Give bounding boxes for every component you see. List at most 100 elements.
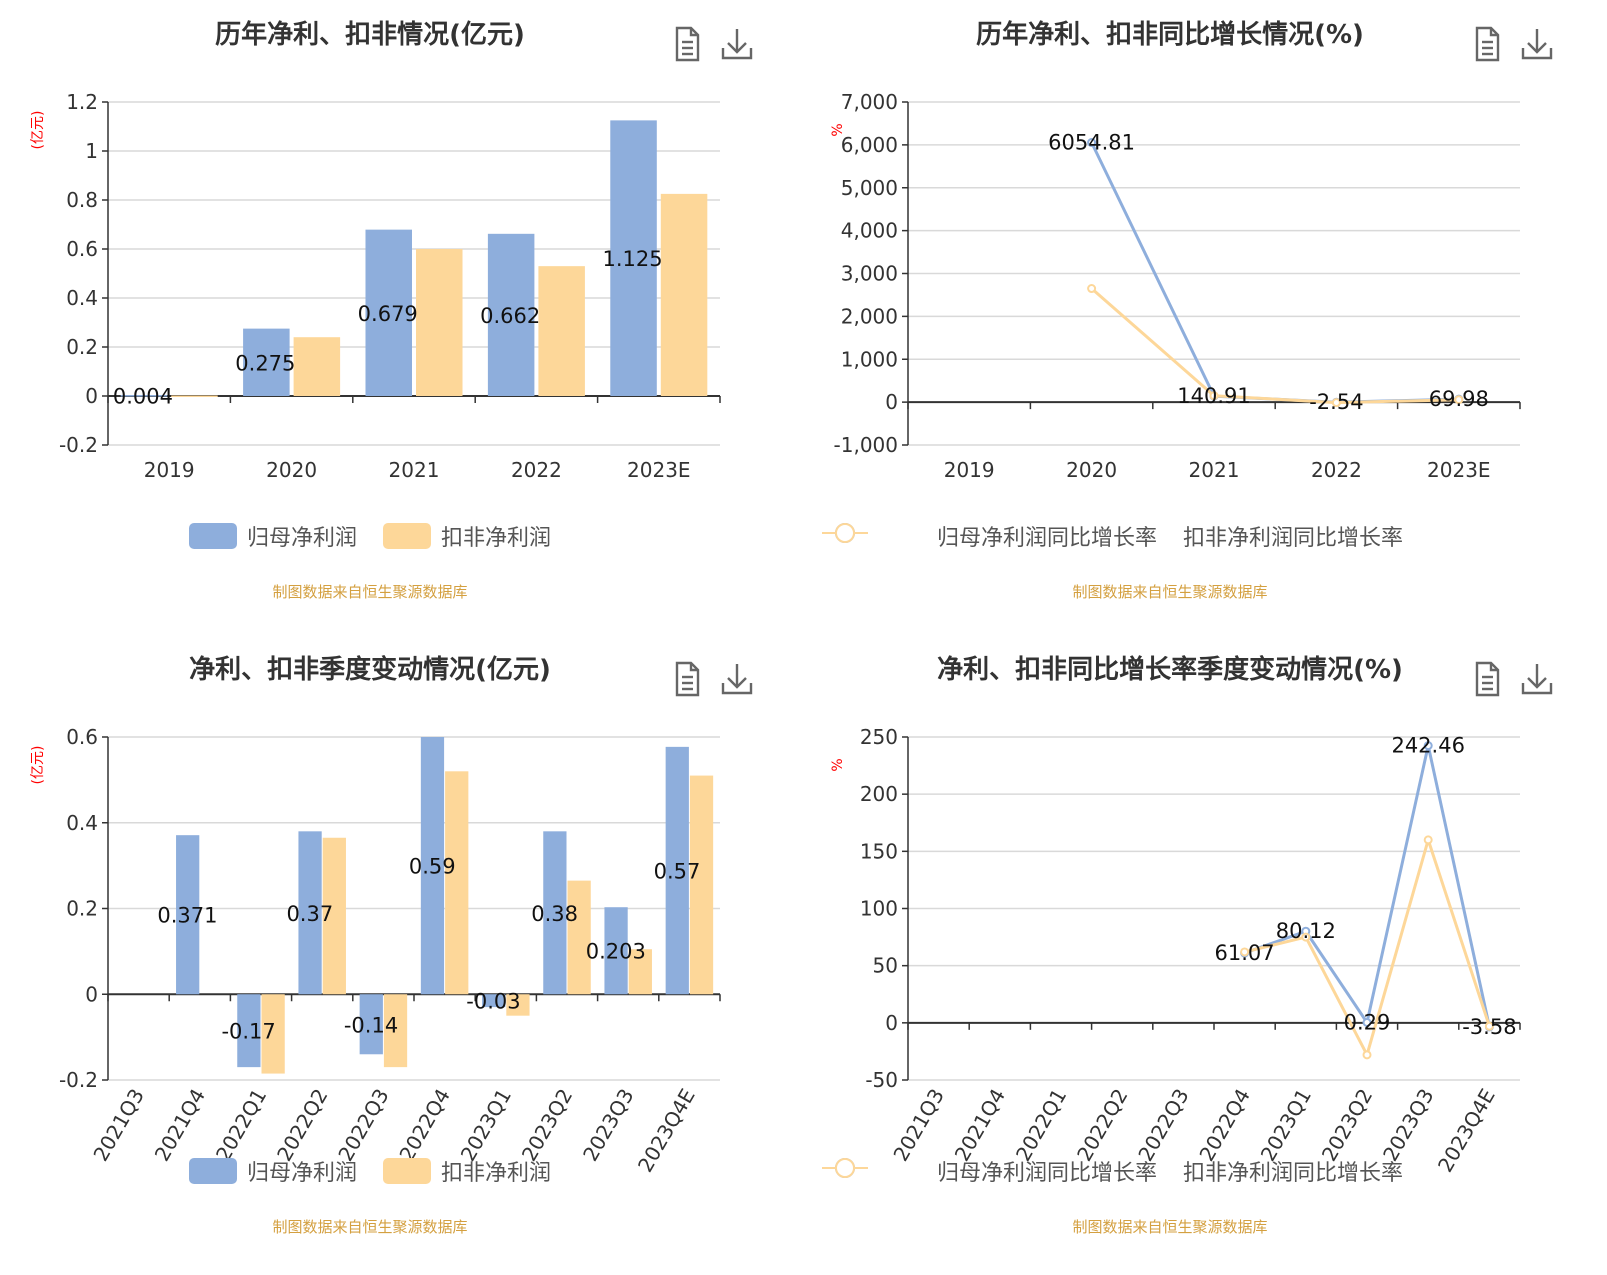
legend-item-deducted-profit-growth[interactable]: 扣非净利润同比增长率 — [822, 520, 1403, 552]
line-point — [1484, 1021, 1494, 1031]
bar-net-profit — [237, 994, 261, 1068]
chart-title: 净利、扣非同比增长率季度变动情况(%) — [937, 655, 1403, 685]
data-label: 0.275 — [235, 351, 295, 375]
legend-item-net-profit[interactable]: 归母净利润 — [188, 1155, 357, 1187]
line-point — [1331, 398, 1341, 408]
x-tick-label: 2022Q3 — [333, 1085, 393, 1166]
x-tick-label: 2022Q4 — [394, 1085, 454, 1166]
bar-deducted-profit — [383, 994, 408, 1068]
bar-deducted-profit — [628, 949, 652, 995]
data-label: 6054.81 — [1048, 131, 1135, 155]
bar-deducted-profit — [445, 771, 469, 995]
data-label: 0.37 — [286, 902, 333, 926]
y-tick-label: 50 — [873, 954, 898, 978]
y-tick-label: 0.2 — [66, 897, 98, 921]
x-tick-label: 2021Q4 — [150, 1085, 210, 1166]
legend-line-marker — [822, 1158, 868, 1178]
source-note: 制图数据来自恒生聚源数据库 — [272, 583, 468, 601]
legend-item-net-profit[interactable]: 归母净利润 — [188, 520, 357, 552]
data-label: 0.57 — [654, 860, 701, 884]
y-tick-label: 0.4 — [66, 286, 98, 310]
chart-panel-annual-growth: -1,000 0 1,000 2,000 3,000 4,000 5,000 6,000 7,0… — [820, 0, 1600, 620]
data-view-icon[interactable] — [1470, 659, 1504, 699]
data-label: 0.203 — [586, 940, 646, 964]
bar-net-profit — [543, 831, 567, 995]
bar-deducted-profit — [416, 249, 463, 396]
x-tick-label: 2021Q4 — [950, 1085, 1010, 1166]
y-tick-label: 150 — [860, 839, 898, 863]
line-point — [1454, 395, 1464, 405]
y-tick-label: -1,000 — [834, 433, 898, 457]
bar-deducted-profit — [689, 775, 714, 995]
x-tick-label: 2022Q2 — [272, 1085, 332, 1166]
data-label: 0.679 — [358, 302, 418, 326]
legend-item-deducted-profit-growth[interactable]: 扣非净利润同比增长率 — [822, 1155, 1404, 1187]
x-tick-label: 2023Q1 — [1256, 1085, 1316, 1166]
line-point — [1209, 391, 1219, 401]
x-tick-label: 2022Q4 — [1194, 1085, 1254, 1166]
x-tick-label: 2021 — [389, 458, 440, 482]
data-view-icon[interactable] — [1470, 24, 1504, 64]
data-label: 1.125 — [602, 247, 662, 271]
bar-deducted-profit — [567, 880, 591, 995]
chart-legend: 归母净利润同比增长率 扣非净利润同比增长率 — [820, 520, 1520, 552]
legend-item-net-profit-growth[interactable]: 归母净利润同比增长率 — [822, 1155, 1157, 1187]
unit-label: (亿元) — [30, 746, 46, 785]
data-label: 140.91 — [1177, 384, 1250, 408]
y-tick-label: -50 — [865, 1068, 898, 1092]
chart-title: 历年净利、扣非同比增长情况(%) — [976, 20, 1364, 50]
x-tick-label: 2022Q1 — [211, 1085, 271, 1166]
chart-legend: 归母净利润 扣非净利润 — [20, 1155, 720, 1187]
y-tick-label: 5,000 — [841, 176, 898, 200]
y-tick-label: 0.8 — [66, 188, 98, 212]
bar-net-profit — [482, 994, 506, 1008]
x-tick-label: 2021 — [1189, 458, 1240, 482]
data-label: -2.54 — [1309, 390, 1363, 414]
bar-deducted-profit — [293, 337, 341, 396]
line-deducted-profit-growth — [1090, 287, 1459, 405]
y-tick-label: 0.6 — [66, 725, 98, 749]
y-tick-label: 4,000 — [841, 219, 898, 243]
bar-deducted-profit — [506, 994, 530, 1016]
y-tick-label: 0 — [885, 390, 898, 414]
data-label: -0.03 — [466, 990, 520, 1014]
y-tick-label: 1.2 — [66, 90, 98, 114]
x-tick-label: 2021Q3 — [888, 1085, 948, 1166]
legend-item-deducted-profit[interactable]: 扣非净利润 — [383, 1155, 551, 1187]
download-icon[interactable] — [720, 24, 754, 64]
data-label: 0.29 — [1344, 1011, 1391, 1035]
legend-item-net-profit-growth[interactable]: 归母净利润同比增长率 — [822, 520, 1157, 552]
chart-panel-quarterly-profit: -0.2 0 0.2 0.4 0.6 (亿元) 2021Q3 2021Q4 2022Q1 2022… — [20, 635, 800, 1255]
x-tick-label: 2023E — [627, 458, 691, 482]
chart-canvas: -1,000 0 1,000 2,000 3,000 4,000 5,000 6,000 7,0… — [830, 90, 1521, 482]
unit-label: % — [830, 123, 846, 136]
source-note: 制图数据来自恒生聚源数据库 — [1072, 583, 1268, 601]
legend-item-deducted-profit[interactable]: 扣非净利润 — [383, 520, 551, 552]
bar-net-profit — [359, 994, 383, 1055]
data-view-icon[interactable] — [670, 24, 704, 64]
x-tick-label: 2023Q3 — [578, 1085, 638, 1166]
download-icon[interactable] — [1520, 659, 1554, 699]
data-label: 0.004 — [113, 385, 173, 409]
x-tick-label: 2021Q3 — [88, 1085, 148, 1166]
x-tick-label: 2020 — [266, 458, 317, 482]
bar-deducted-profit — [322, 837, 346, 995]
bar-deducted-profit — [538, 266, 585, 396]
bar-net-profit — [604, 907, 628, 995]
chart-panel-quarterly-growth: -50 0 50 100 150 200 250% 2021Q3 2021Q4 2022Q1 202… — [820, 635, 1600, 1255]
x-tick-label: 2022 — [1311, 458, 1362, 482]
data-label: 0.59 — [409, 855, 456, 879]
y-tick-label: 7,000 — [841, 90, 898, 114]
y-tick-label: 0 — [85, 982, 98, 1006]
bar-deducted-profit — [660, 193, 708, 396]
download-icon[interactable] — [720, 659, 754, 699]
x-tick-label: 2023Q3 — [1378, 1085, 1438, 1166]
legend-label: 扣非净利润同比增长率 — [1183, 1161, 1404, 1186]
download-icon[interactable] — [1520, 24, 1554, 64]
legend-swatch — [383, 1158, 431, 1184]
y-tick-label: 200 — [860, 782, 898, 806]
line-net-profit-growth — [1090, 141, 1459, 404]
chart-legend: 归母净利润同比增长率 扣非净利润同比增长率 — [820, 1155, 1520, 1187]
data-view-icon[interactable] — [670, 659, 704, 699]
line-point — [1423, 835, 1433, 845]
